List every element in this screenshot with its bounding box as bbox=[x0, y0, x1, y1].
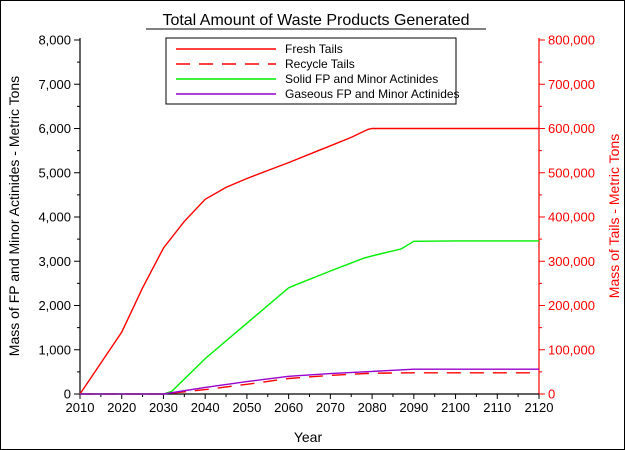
legend-label-4: Gaseous FP and Minor Actinides bbox=[285, 87, 460, 101]
y-left-tick-label: 6,000 bbox=[38, 121, 71, 136]
x-tick-label: 2070 bbox=[316, 400, 345, 415]
y-right-tick-label: 0 bbox=[548, 387, 555, 402]
x-tick-label: 2110 bbox=[483, 400, 511, 415]
legend-label-1: Fresh Tails bbox=[285, 42, 343, 56]
y-left-tick-label: 7,000 bbox=[38, 77, 71, 92]
x-tick-label: 2020 bbox=[107, 400, 136, 415]
axes: 2010 2020 2030 2040 2050 2060 2070 2080 2090 2100… bbox=[38, 33, 595, 416]
y-left-axis-label: Mass of FP and Minor Actinides - Metric … bbox=[6, 76, 22, 356]
y-right-tick-label: 100,000 bbox=[548, 342, 595, 357]
x-tick-label: 2050 bbox=[232, 400, 261, 415]
series-group bbox=[79, 127, 539, 395]
x-tick-label: 2040 bbox=[191, 400, 220, 415]
y-right-tick-label: 400,000 bbox=[548, 210, 595, 225]
legend-label-3: Solid FP and Minor Actinides bbox=[285, 72, 438, 86]
x-tick-label: 2010 bbox=[66, 400, 95, 415]
y-right-tick-label: 500,000 bbox=[548, 165, 595, 180]
y-left-tick-label: 2,000 bbox=[38, 298, 71, 313]
x-tick-label: 2120 bbox=[525, 400, 554, 415]
x-tick-label: 2030 bbox=[149, 400, 178, 415]
y-left-tick-label: 1,000 bbox=[38, 342, 71, 357]
x-axis-label: Year bbox=[294, 429, 323, 445]
y-right-tick-label: 800,000 bbox=[548, 33, 595, 48]
x-tick-label: 2100 bbox=[441, 400, 470, 415]
y-left-tick-label: 4,000 bbox=[38, 210, 71, 225]
y-left-tick-label: 0 bbox=[64, 387, 71, 402]
series-line-3 bbox=[80, 240, 539, 395]
y-left-tick-label: 5,000 bbox=[38, 165, 71, 180]
x-tick-label: 2060 bbox=[274, 400, 303, 415]
y-left-tick-label: 3,000 bbox=[38, 254, 71, 269]
legend-label-2: Recycle Tails bbox=[285, 57, 355, 71]
y-right-axis-label: Mass of Tails - Metric Tons bbox=[606, 134, 622, 298]
y-left-tick-label: 8,000 bbox=[38, 33, 71, 48]
y-right-tick-label: 700,000 bbox=[548, 77, 595, 92]
series-line-1 bbox=[79, 127, 539, 395]
x-tick-label: 2080 bbox=[358, 400, 387, 415]
y-right-tick-label: 300,000 bbox=[548, 254, 595, 269]
chart-title: Total Amount of Waste Products Generated bbox=[162, 12, 469, 29]
y-right-tick-label: 600,000 bbox=[548, 121, 595, 136]
x-tick-label: 2090 bbox=[399, 400, 428, 415]
y-right-tick-label: 200,000 bbox=[548, 298, 595, 313]
series-line-4 bbox=[80, 368, 539, 395]
